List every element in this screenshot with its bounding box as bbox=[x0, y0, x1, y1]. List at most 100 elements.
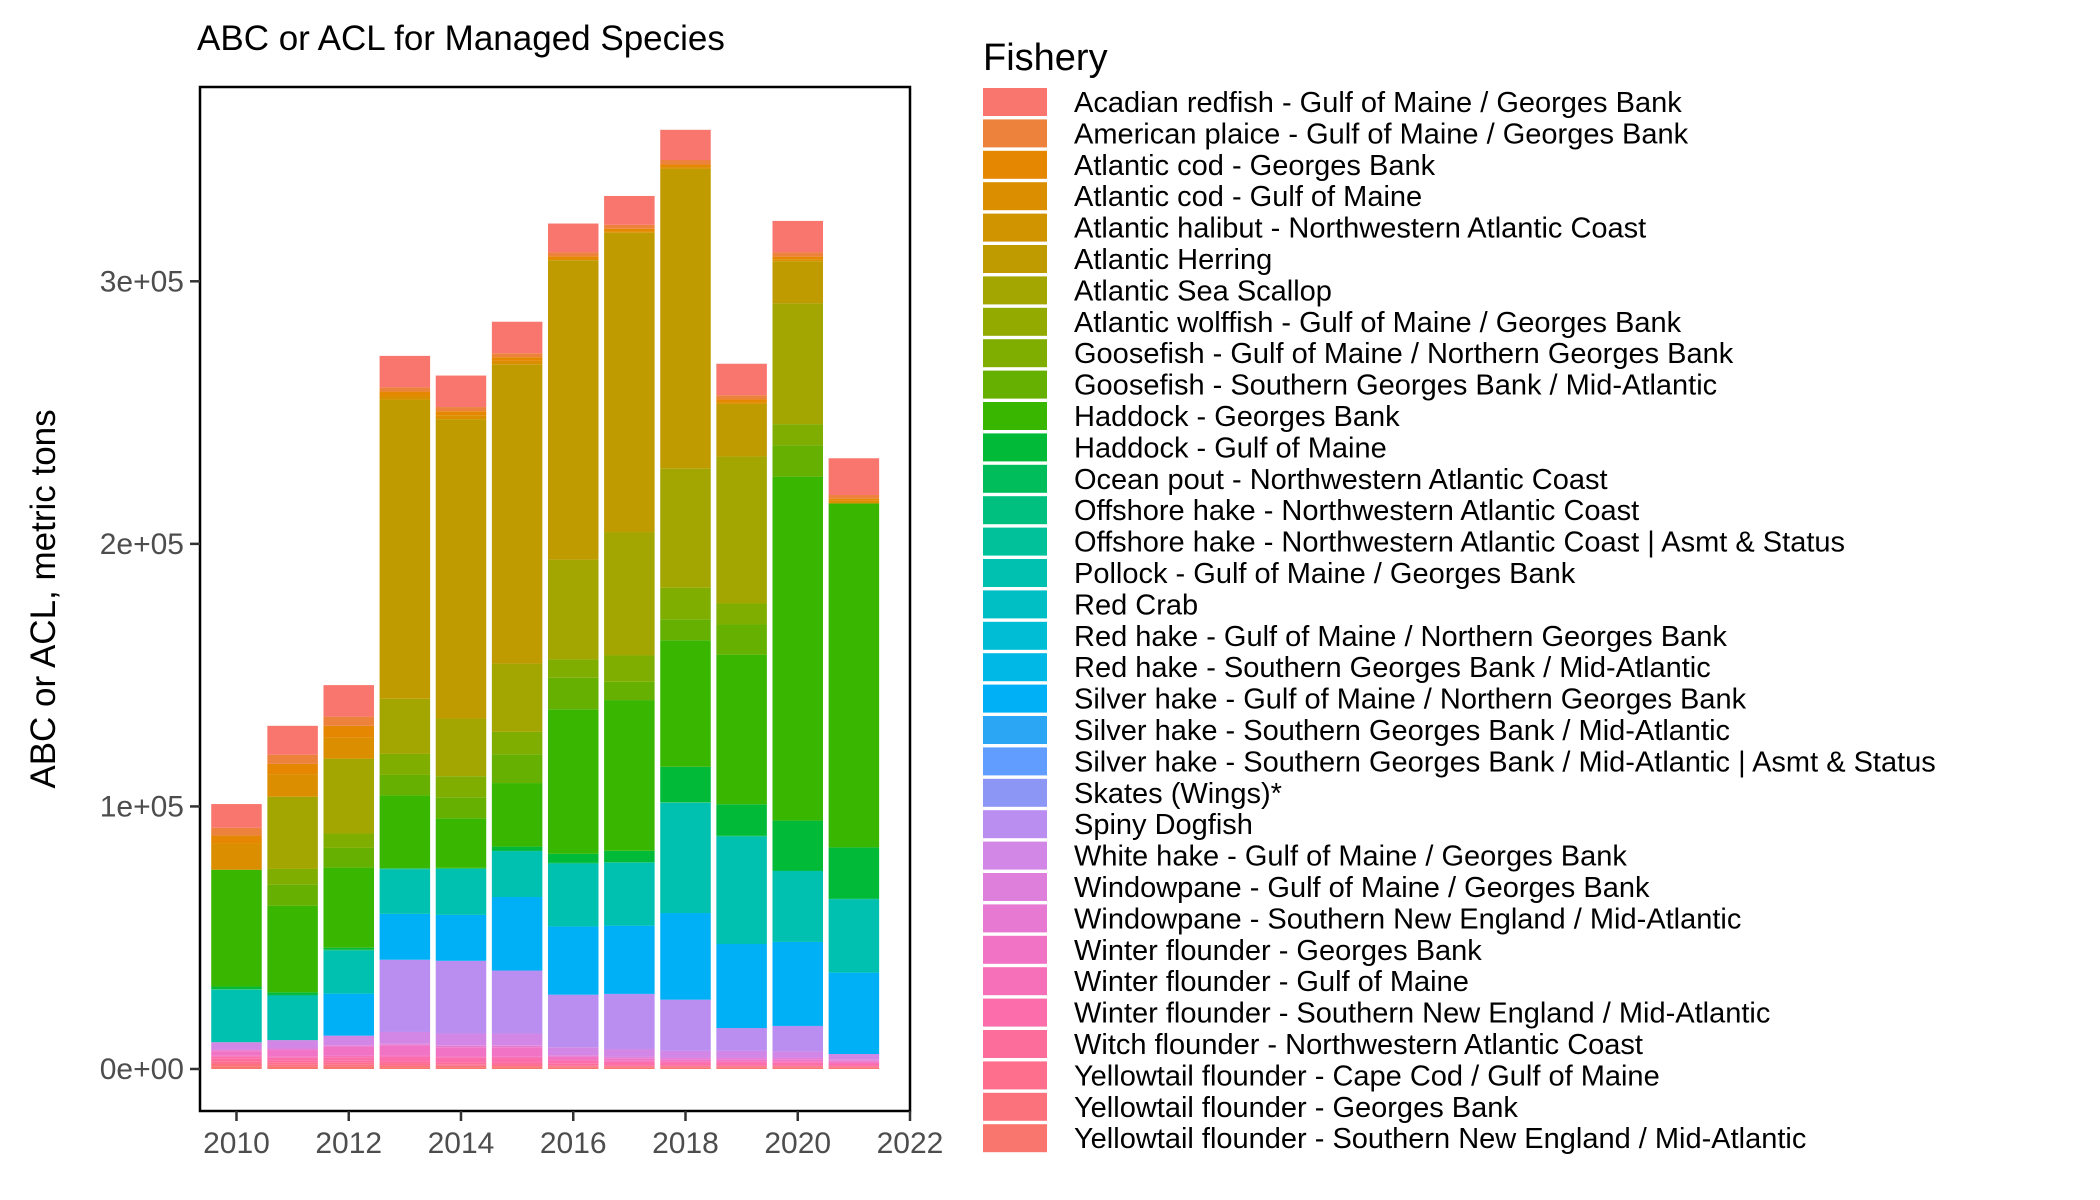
bar-2012-series-4 bbox=[323, 1057, 374, 1061]
bar-2010-series-18 bbox=[211, 989, 262, 1043]
bar-2017-series-3 bbox=[604, 1064, 655, 1066]
bar-2021-series-32 bbox=[828, 495, 880, 499]
bar-2014-series-8 bbox=[435, 1045, 487, 1046]
legend-key-21 bbox=[983, 747, 1047, 776]
bar-2011-series-23 bbox=[267, 905, 318, 993]
legend-key-1 bbox=[983, 119, 1047, 148]
bar-2018-series-7 bbox=[660, 1058, 711, 1060]
bar-2018-series-27 bbox=[660, 468, 711, 588]
legend-key-7 bbox=[983, 307, 1047, 336]
bar-2021-series-31 bbox=[828, 498, 880, 501]
bar-2021-series-0 bbox=[828, 1067, 880, 1069]
legend-key-17 bbox=[983, 621, 1047, 650]
bar-2021-series-7 bbox=[828, 1060, 880, 1062]
bar-2018-series-5 bbox=[660, 1061, 711, 1063]
bar-2015-series-30 bbox=[491, 360, 543, 365]
bar-2020-series-2 bbox=[772, 1065, 823, 1067]
bar-2017-series-22 bbox=[604, 850, 655, 863]
bar-2018-series-0 bbox=[660, 1067, 711, 1069]
bar-2018-series-28 bbox=[660, 168, 711, 469]
bar-2016-series-9 bbox=[547, 1047, 599, 1056]
bar-2017-series-4 bbox=[604, 1061, 655, 1065]
legend-key-2 bbox=[983, 150, 1047, 179]
bar-2018-series-3 bbox=[660, 1064, 711, 1066]
x-tick-label-6: 2022 bbox=[877, 1127, 944, 1160]
bar-2020-series-5 bbox=[772, 1061, 823, 1063]
bar-2010-series-2 bbox=[211, 1061, 262, 1064]
legend-label-1: American plaice - Gulf of Maine / George… bbox=[1074, 118, 1689, 150]
legend-label-19: Silver hake - Gulf of Maine / Northern G… bbox=[1074, 684, 1747, 716]
bar-2020-series-1 bbox=[772, 1066, 823, 1068]
bar-2018-series-30 bbox=[660, 167, 711, 169]
bar-2015-series-23 bbox=[491, 783, 543, 847]
bar-2010-series-3 bbox=[211, 1058, 262, 1062]
bar-2012-series-8 bbox=[323, 1045, 374, 1046]
bar-2012-series-5 bbox=[323, 1055, 374, 1058]
legend-key-9 bbox=[983, 370, 1047, 399]
bar-2011-series-31 bbox=[267, 763, 318, 775]
bar-2013-series-1 bbox=[379, 1065, 431, 1068]
legend-key-33 bbox=[983, 1124, 1047, 1153]
bar-2012-series-3 bbox=[323, 1060, 374, 1063]
bar-2017-series-0 bbox=[604, 1067, 655, 1069]
bar-2013-series-7 bbox=[379, 1044, 431, 1046]
bar-2010-series-5 bbox=[211, 1055, 262, 1057]
legend-label-11: Haddock - Gulf of Maine bbox=[1074, 432, 1387, 464]
bar-2015-series-28 bbox=[491, 364, 543, 664]
x-tick-label-0: 2010 bbox=[203, 1127, 270, 1160]
bar-2014-series-23 bbox=[435, 818, 487, 868]
bar-2010-series-31 bbox=[211, 835, 262, 844]
chart-title: ABC or ACL for Managed Species bbox=[197, 19, 725, 58]
bar-2014-series-5 bbox=[435, 1056, 487, 1058]
legend-label-33: Yellowtail flounder - Southern New Engla… bbox=[1074, 1123, 1806, 1155]
bar-2021-series-14 bbox=[828, 972, 880, 1055]
bar-2020-series-10 bbox=[772, 1025, 823, 1052]
bar-2017-series-2 bbox=[604, 1065, 655, 1067]
legend-title: Fishery bbox=[983, 37, 1108, 79]
bar-2013-series-33 bbox=[379, 355, 431, 388]
bar-2020-series-14 bbox=[772, 941, 823, 1026]
legend-key-4 bbox=[983, 213, 1047, 242]
legend-label-16: Red Crab bbox=[1074, 589, 1198, 621]
bar-2016-series-14 bbox=[547, 926, 599, 995]
bar-2016-series-0 bbox=[547, 1067, 599, 1069]
bar-2018-series-9 bbox=[660, 1050, 711, 1058]
bar-2013-series-30 bbox=[379, 395, 431, 400]
bar-2012-series-2 bbox=[323, 1062, 374, 1065]
bar-2013-series-23 bbox=[379, 795, 431, 869]
y-tick-label-1: 1e+05 bbox=[100, 790, 184, 823]
bar-2013-series-32 bbox=[379, 387, 431, 392]
y-axis: 0e+00 1e+05 2e+05 3e+05 bbox=[100, 265, 200, 1086]
bar-2010-series-30 bbox=[211, 843, 262, 870]
bar-2012-series-27 bbox=[323, 758, 374, 834]
bar-2013-series-14 bbox=[379, 913, 431, 960]
bar-2011-series-32 bbox=[267, 754, 318, 764]
bar-2012-series-23 bbox=[323, 867, 374, 948]
legend-label-5: Atlantic Herring bbox=[1074, 244, 1272, 276]
legend-label-18: Red hake - Southern Georges Bank / Mid-A… bbox=[1074, 652, 1711, 684]
bar-2015-series-21 bbox=[491, 850, 543, 852]
bar-2018-series-4 bbox=[660, 1062, 711, 1065]
bar-2013-series-18 bbox=[379, 869, 431, 914]
bar-2020-series-8 bbox=[772, 1057, 823, 1059]
bar-2016-series-24 bbox=[547, 677, 599, 710]
bar-2016-series-32 bbox=[547, 252, 599, 257]
bar-2014-series-7 bbox=[435, 1045, 487, 1048]
legend-key-28 bbox=[983, 967, 1047, 996]
legend-key-12 bbox=[983, 464, 1047, 493]
bar-2014-series-28 bbox=[435, 419, 487, 719]
bar-2017-series-28 bbox=[604, 232, 655, 533]
bar-2014-series-1 bbox=[435, 1065, 487, 1068]
bar-2018-series-32 bbox=[660, 159, 711, 165]
bar-2020-series-7 bbox=[772, 1058, 823, 1060]
legend-key-19 bbox=[983, 684, 1047, 713]
bar-2019-series-31 bbox=[716, 399, 767, 403]
bar-2011-series-30 bbox=[267, 774, 318, 797]
legend-label-28: Winter flounder - Gulf of Maine bbox=[1074, 966, 1469, 998]
bar-2012-series-6 bbox=[323, 1046, 374, 1056]
bar-2020-series-30 bbox=[772, 259, 823, 262]
bar-2019-series-0 bbox=[716, 1067, 767, 1069]
bar-2010-series-6 bbox=[211, 1051, 262, 1056]
bar-2015-series-8 bbox=[491, 1045, 543, 1046]
bar-2019-series-24 bbox=[716, 624, 767, 655]
